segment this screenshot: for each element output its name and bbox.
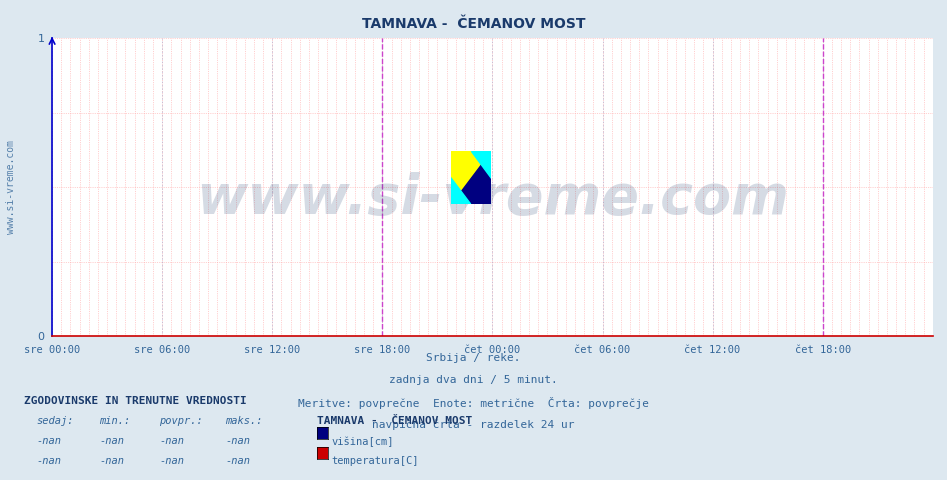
Text: zadnja dva dni / 5 minut.: zadnja dva dni / 5 minut. bbox=[389, 375, 558, 385]
Text: -nan: -nan bbox=[36, 456, 61, 467]
Polygon shape bbox=[471, 151, 491, 178]
Text: -nan: -nan bbox=[225, 456, 250, 467]
Polygon shape bbox=[451, 178, 471, 204]
Text: -nan: -nan bbox=[159, 436, 184, 446]
Text: Meritve: povprečne  Enote: metrične  Črta: povprečje: Meritve: povprečne Enote: metrične Črta:… bbox=[298, 397, 649, 409]
Polygon shape bbox=[451, 151, 491, 204]
Text: povpr.:: povpr.: bbox=[159, 416, 203, 426]
Text: -nan: -nan bbox=[99, 456, 124, 467]
Text: -nan: -nan bbox=[99, 436, 124, 446]
Text: ZGODOVINSKE IN TRENUTNE VREDNOSTI: ZGODOVINSKE IN TRENUTNE VREDNOSTI bbox=[24, 396, 246, 406]
Text: TAMNAVA -  ČEMANOV MOST: TAMNAVA - ČEMANOV MOST bbox=[317, 416, 473, 426]
Text: -nan: -nan bbox=[159, 456, 184, 467]
Text: www.si-vreme.com: www.si-vreme.com bbox=[7, 140, 16, 234]
Text: maks.:: maks.: bbox=[225, 416, 263, 426]
Text: -nan: -nan bbox=[36, 436, 61, 446]
Text: temperatura[C]: temperatura[C] bbox=[331, 456, 419, 467]
Polygon shape bbox=[451, 151, 491, 204]
Text: www.si-vreme.com: www.si-vreme.com bbox=[196, 172, 789, 226]
Text: min.:: min.: bbox=[99, 416, 131, 426]
Text: navpična črta - razdelek 24 ur: navpična črta - razdelek 24 ur bbox=[372, 419, 575, 430]
Text: višina[cm]: višina[cm] bbox=[331, 436, 394, 447]
Text: TAMNAVA -  ČEMANOV MOST: TAMNAVA - ČEMANOV MOST bbox=[362, 17, 585, 31]
Text: sedaj:: sedaj: bbox=[36, 416, 74, 426]
Text: Srbija / reke.: Srbija / reke. bbox=[426, 353, 521, 363]
Text: -nan: -nan bbox=[225, 436, 250, 446]
